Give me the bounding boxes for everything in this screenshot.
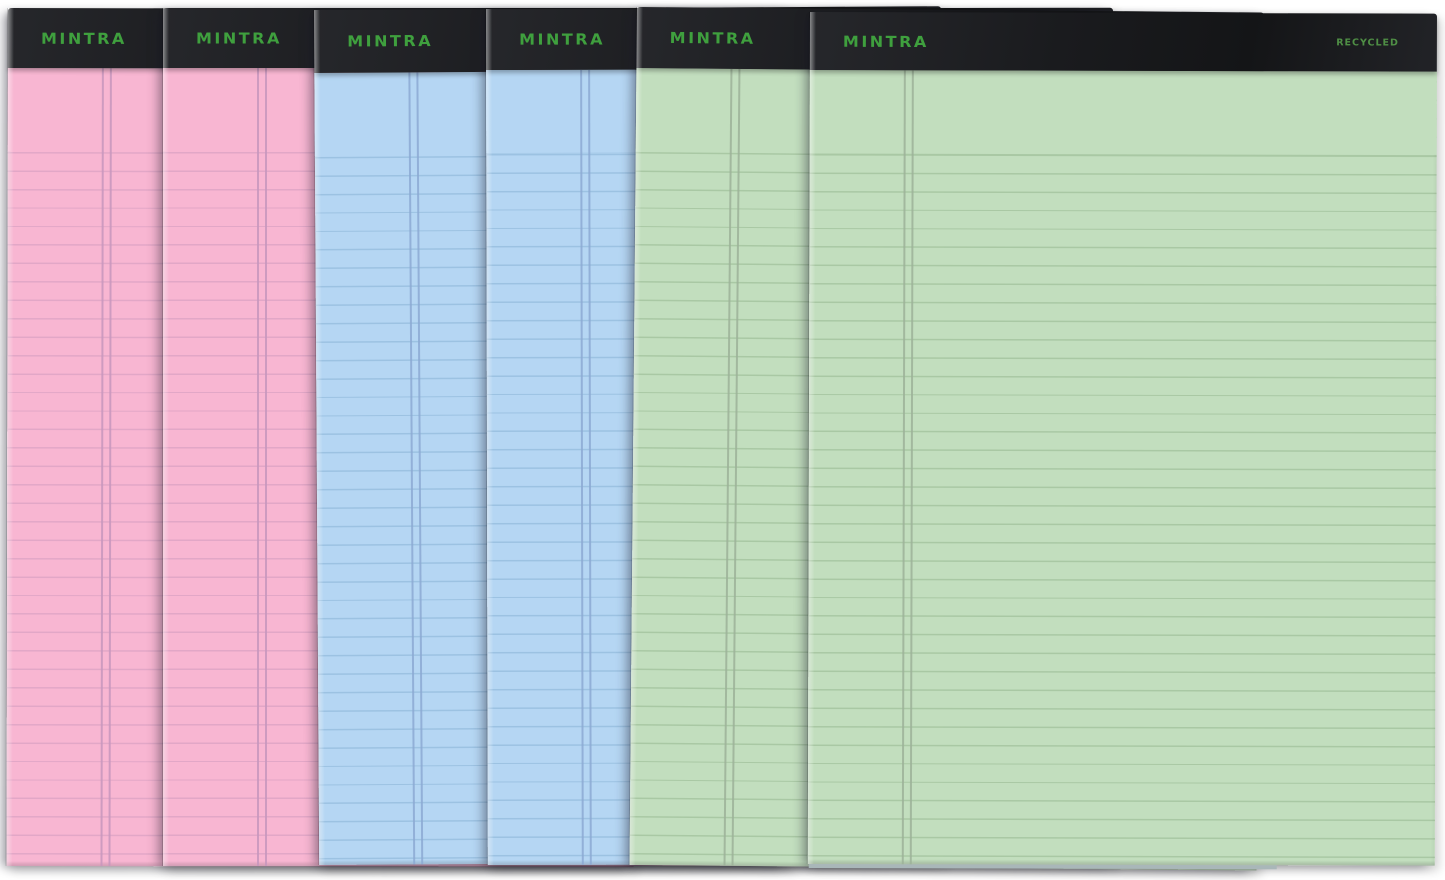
margin-line	[108, 68, 112, 867]
brand-logo: MINTRA	[347, 31, 434, 51]
brand-logo: MINTRA	[519, 30, 605, 49]
brand-logo: MINTRA	[669, 28, 756, 48]
margin-line	[100, 68, 104, 867]
margin-line	[265, 68, 267, 866]
margin-line	[723, 68, 733, 866]
ruled-paper	[807, 69, 1437, 866]
margin-line	[580, 69, 584, 865]
header-band: MINTRA RECYCLED	[809, 12, 1437, 72]
recycled-label: RECYCLED	[1336, 36, 1399, 49]
brand-logo: MINTRA	[196, 28, 282, 48]
margin-line	[901, 70, 906, 865]
margin-line	[909, 70, 914, 865]
margin-line	[408, 72, 415, 865]
margin-line	[416, 72, 423, 865]
notepad-6-green-recycled: MINTRA RECYCLED	[807, 12, 1437, 870]
margin-line	[257, 68, 259, 866]
margin-line	[588, 69, 592, 865]
brand-logo: MINTRA	[40, 29, 127, 48]
brand-logo: MINTRA	[842, 32, 929, 51]
margin-line	[731, 68, 741, 866]
